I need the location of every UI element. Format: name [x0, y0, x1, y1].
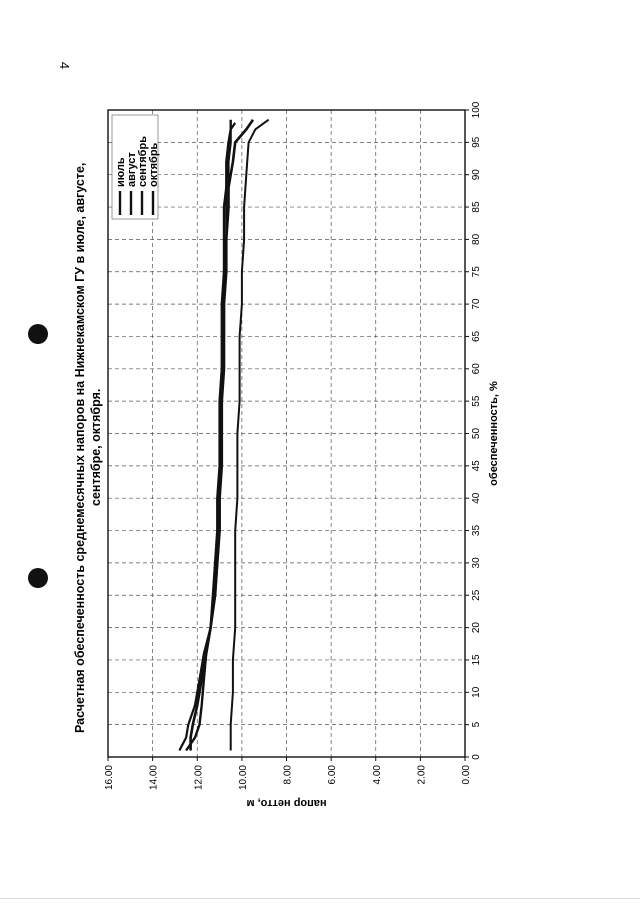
legend-entry-label: сентябрь — [137, 136, 149, 187]
x-tick-label: 75 — [471, 266, 482, 278]
x-tick-labels: 0 5 10 15 20 25 30 35 40 45 50 55 60 65 70 75 80 85 90 95 10… — [471, 101, 482, 760]
legend-entry-label: октябрь — [148, 142, 160, 187]
x-tick-label: 85 — [471, 201, 482, 213]
punch-hole — [28, 324, 48, 344]
series-lines — [178, 118, 270, 752]
x-tick-label: 55 — [471, 395, 482, 407]
chart-title-line: сентябре, октября. — [89, 389, 103, 506]
x-tick-label: 25 — [471, 589, 482, 601]
x-tick-label: 10 — [471, 686, 482, 698]
x-tick-label: 95 — [471, 136, 482, 148]
legend-entry-label: август — [126, 152, 138, 187]
y-tick-label: 2.00 — [416, 765, 427, 785]
series-line-3 — [185, 119, 232, 752]
y-tick-label: 6.00 — [327, 765, 338, 785]
y-tick-label: 16.00 — [104, 765, 115, 790]
series-line-2 — [178, 122, 237, 752]
x-tick-label: 100 — [471, 101, 482, 118]
x-tick-label: 20 — [471, 622, 482, 634]
x-tick-label: 90 — [471, 169, 482, 181]
x-tick-label: 50 — [471, 428, 482, 440]
plot-frame — [107, 109, 466, 758]
y-tick-label: 4.00 — [372, 765, 383, 785]
series-line-4 — [229, 118, 270, 751]
chart-title-line: Расчетная обеспеченность среднемесячных … — [73, 163, 87, 733]
x-tick-label: 45 — [471, 460, 482, 472]
y-axis-label: напор нетто, м — [246, 797, 326, 809]
x-tick-label: 70 — [471, 298, 482, 310]
x-tick-label: 40 — [471, 492, 482, 504]
y-tick-label: 12.00 — [193, 765, 204, 790]
legend: июль август сентябрь октябрь — [111, 114, 160, 220]
x-tick-label: 15 — [471, 654, 482, 666]
punch-hole — [28, 568, 48, 588]
y-tick-label: 0.00 — [461, 765, 472, 785]
y-tick-label: 10.00 — [238, 765, 249, 790]
chart-title: Расчетная обеспеченность среднемесячных … — [73, 163, 103, 733]
x-tick-label: 65 — [471, 330, 482, 342]
y-tick-label: 8.00 — [283, 765, 294, 785]
x-tick-label: 5 — [471, 721, 482, 727]
x-axis-label: обеспеченность, % — [488, 381, 500, 486]
scan-edge — [0, 898, 640, 899]
x-tick-label: 35 — [471, 525, 482, 537]
x-tick-label: 30 — [471, 557, 482, 569]
x-tick-label: 0 — [471, 754, 482, 760]
x-tick-label: 60 — [471, 363, 482, 375]
grid — [107, 109, 469, 761]
x-tick-label: 80 — [471, 233, 482, 245]
y-tick-labels: 0.00 2.00 4.00 6.00 8.00 10.00 12.00 14.00 16.00 — [104, 765, 472, 790]
y-tick-label: 14.00 — [149, 765, 160, 790]
legend-entry-label: июль — [115, 157, 127, 187]
